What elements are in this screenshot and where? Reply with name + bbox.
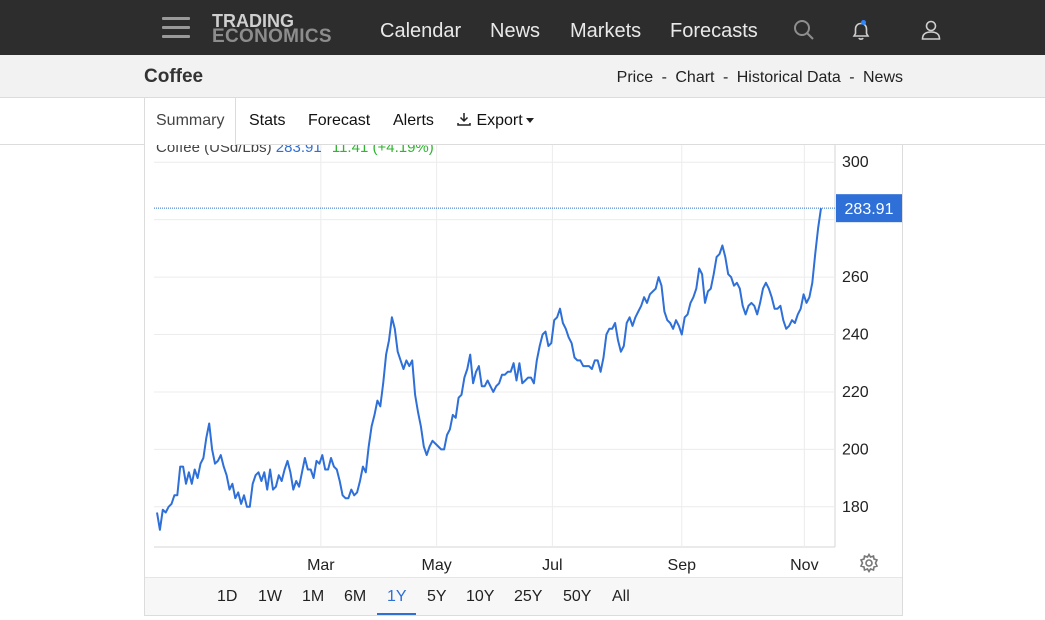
range-6m[interactable]: 6M: [344, 588, 367, 605]
range-1m[interactable]: 1M: [302, 588, 325, 605]
bell-icon[interactable]: [849, 18, 873, 42]
subnav-separator: -: [722, 69, 729, 86]
x-tick-label: Sep: [668, 557, 697, 574]
export-dropdown[interactable]: Export: [456, 98, 534, 144]
x-tick-label: Nov: [790, 557, 818, 574]
range-25y[interactable]: 25Y: [514, 588, 543, 605]
title-bar: Coffee Price - Chart - Historical Data -…: [0, 55, 1045, 98]
chart-panel: 180 200 220 240 260 300 Mar May Jul Sep Nov 283.91 …: [144, 145, 903, 616]
chart-legend: Coffee (USd/Lbs) 283.91 11.41 (+4.19%): [156, 145, 434, 156]
trading-economics-logo[interactable]: TRADING ECONOMICS: [212, 11, 347, 47]
tab-summary[interactable]: Summary: [144, 98, 237, 145]
nav-link-calendar[interactable]: Calendar: [380, 20, 462, 42]
nav-link-forecasts[interactable]: Forecasts: [670, 20, 758, 42]
y-tick-label: 260: [842, 269, 869, 286]
range-all[interactable]: All: [612, 588, 630, 605]
caret-down-icon: [525, 118, 534, 124]
last-price-tag: [836, 194, 902, 223]
subnav-news[interactable]: News: [862, 69, 903, 86]
range-1d[interactable]: 1D: [217, 588, 238, 605]
selected-range-underline: [377, 613, 416, 615]
time-range-bar: 1D 1W 1M 6M 1Y 5Y 10Y 25Y 50Y All: [145, 577, 902, 615]
tab-forecast[interactable]: Forecast: [308, 112, 371, 129]
last-price-label: 283.91: [845, 201, 894, 218]
range-50y[interactable]: 50Y: [563, 588, 592, 605]
chart-tabs: Summary Stats Forecast Alerts Export: [0, 98, 1045, 145]
y-tick-label: 200: [842, 441, 869, 458]
subnav-separator: -: [661, 69, 667, 86]
user-icon[interactable]: [919, 18, 943, 42]
range-5y[interactable]: 5Y: [427, 588, 447, 605]
legend-change: 11.41: [331, 145, 369, 156]
logo-line-2: ECONOMICS: [212, 26, 332, 47]
export-label: Export: [476, 112, 523, 129]
legend-change-percent: (+4.19%): [372, 145, 434, 156]
nav-link-markets[interactable]: Markets: [570, 20, 642, 42]
x-tick-label: Jul: [542, 557, 562, 574]
subnav-historical-data[interactable]: Historical Data: [736, 69, 841, 86]
subnav-price[interactable]: Price: [616, 69, 654, 86]
series-line: [156, 208, 822, 531]
menu-icon[interactable]: [162, 16, 192, 40]
breadcrumb-subnav: Price - Chart - Historical Data - News: [617, 69, 903, 87]
y-tick-label: 220: [842, 384, 869, 401]
subnav-separator: -: [849, 69, 855, 86]
y-tick-label: 300: [842, 154, 869, 171]
x-tick-label: May: [421, 557, 451, 574]
notification-dot: [861, 20, 866, 25]
legend-series-name: Coffee (USd/Lbs): [156, 145, 272, 156]
top-nav-bar: TRADING ECONOMICS Calendar News Markets …: [0, 0, 1045, 55]
tab-alerts[interactable]: Alerts: [393, 112, 434, 129]
search-icon[interactable]: [792, 18, 816, 42]
gear-icon[interactable]: [859, 553, 879, 573]
range-1y[interactable]: 1Y: [387, 588, 407, 605]
range-1w[interactable]: 1W: [258, 588, 282, 605]
subnav-chart[interactable]: Chart: [675, 69, 715, 86]
download-icon: [457, 113, 471, 126]
range-10y[interactable]: 10Y: [466, 588, 495, 605]
tab-stats[interactable]: Stats: [249, 112, 286, 129]
legend-price: 283.91: [275, 145, 322, 156]
price-chart[interactable]: 180 200 220 240 260 300 Mar May Jul Sep Nov 283.91: [145, 145, 902, 577]
logo-line-1: TRADING: [212, 11, 294, 31]
y-tick-label: 240: [842, 327, 869, 344]
nav-link-news[interactable]: News: [490, 20, 541, 42]
y-tick-label: 180: [842, 499, 869, 516]
page-title: Coffee: [144, 66, 204, 87]
x-tick-label: Mar: [307, 557, 335, 574]
